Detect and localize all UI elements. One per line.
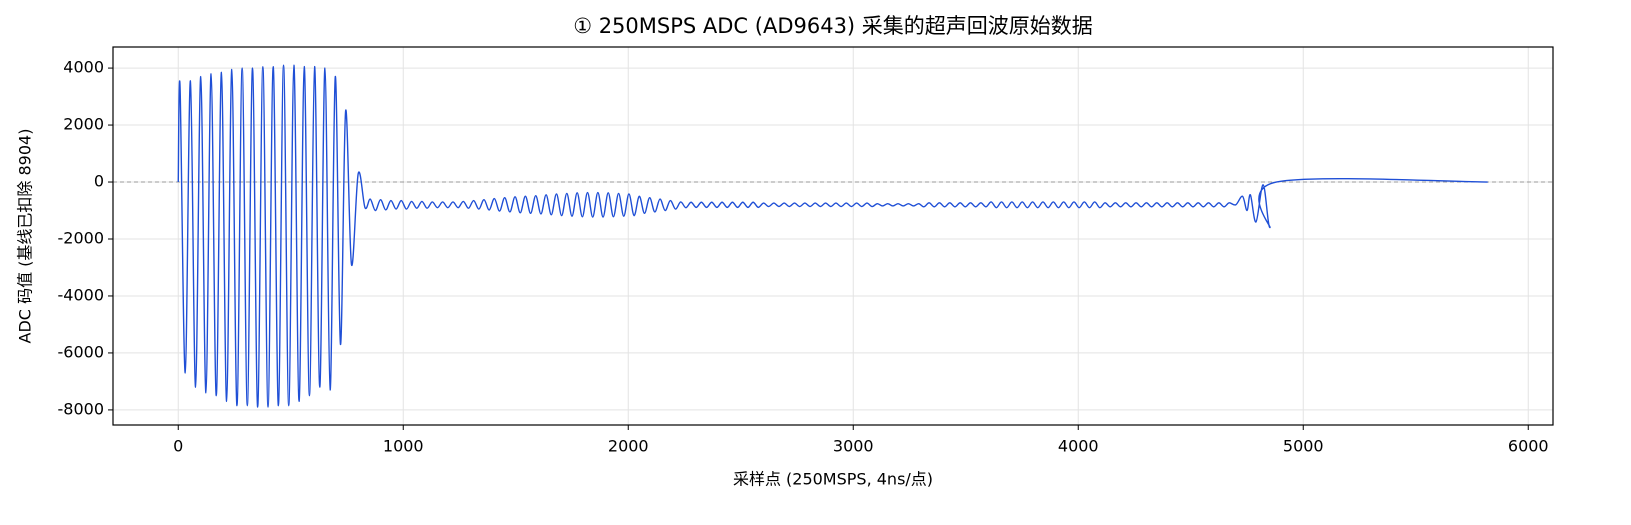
x-tick-label: 3000 — [833, 437, 874, 456]
y-axis-label: ADC 码值 (基线已扣除 8904) — [16, 129, 35, 344]
y-tick-label: 0 — [94, 172, 104, 191]
x-tick-label: 2000 — [608, 437, 649, 456]
x-tick-label: 1000 — [383, 437, 424, 456]
x-tick-label: 4000 — [1058, 437, 1099, 456]
data-line — [177, 64, 1488, 408]
y-tick-label: 4000 — [63, 58, 104, 77]
chart-title: ① 250MSPS ADC (AD9643) 采集的超声回波原始数据 — [573, 14, 1093, 38]
y-tick-label: 2000 — [63, 115, 104, 134]
y-tick-label: -6000 — [58, 342, 105, 361]
x-tick-label: 5000 — [1283, 437, 1324, 456]
plot-frame — [112, 46, 1554, 426]
x-tick-label: 0 — [173, 437, 183, 456]
x-tick-label: 6000 — [1508, 437, 1549, 456]
y-tick-label: -2000 — [58, 228, 105, 247]
y-tick-label: -8000 — [58, 399, 105, 418]
y-tick-label: -4000 — [58, 285, 105, 304]
x-axis-label: 采样点 (250MSPS, 4ns/点) — [733, 470, 933, 489]
